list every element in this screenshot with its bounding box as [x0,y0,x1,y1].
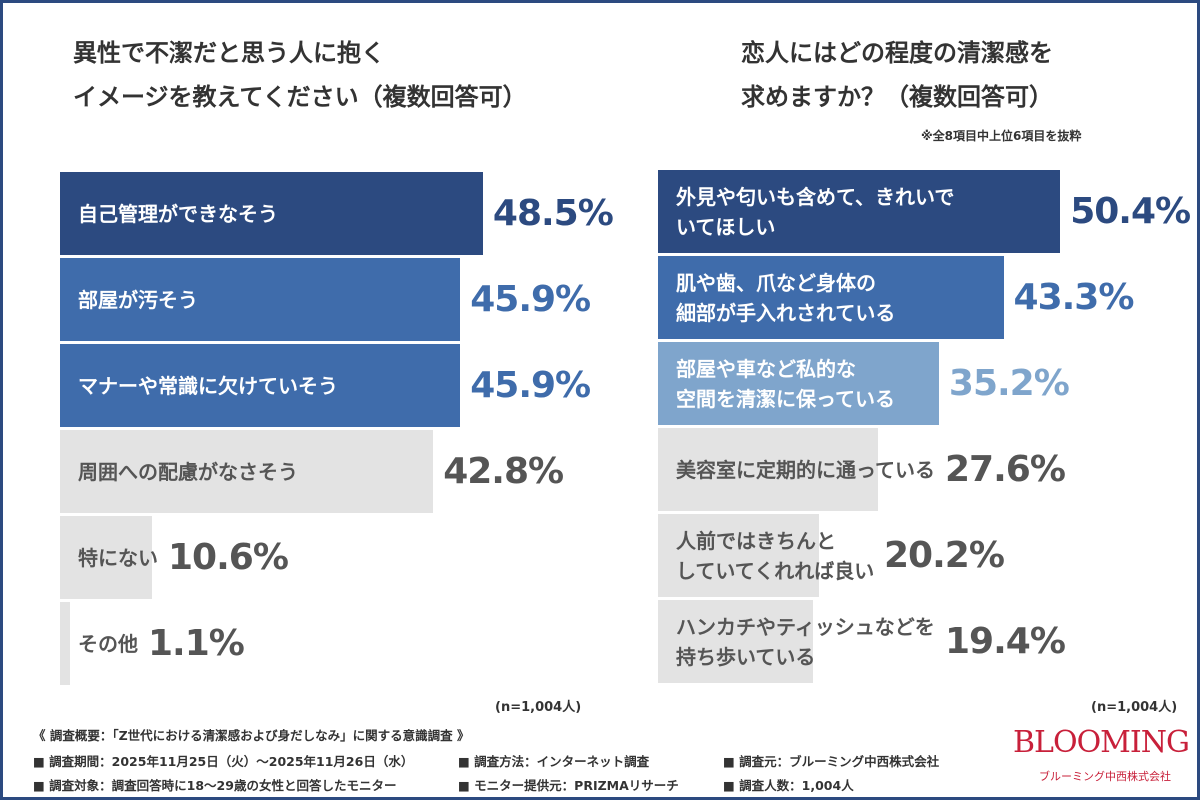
category-label: 美容室に定期的に通っている [676,457,935,482]
footer-item: ■ 調査期間：2025年11月25日（火）～2025年11月26日（水） [33,754,414,769]
value-label: 19.4% [945,621,1066,662]
category-label: 特にない [78,545,158,570]
bar [658,342,939,425]
bar [658,600,813,683]
bar [658,514,820,597]
footer-item: ■ 調査方法：インターネット調査 [458,754,650,769]
logo-company: ブルーミング中西株式会社 [1039,770,1171,783]
bar [60,258,461,341]
logo: BLOOMING [1013,725,1190,760]
sample-note: (n=1,004人) [1091,700,1178,715]
bar [60,516,153,599]
footer-item: ■ モニター提供元：PRIZMAリサーチ [458,778,679,793]
bar [658,428,879,511]
footer-item: ■ 調査対象：調査回答時に18～29歳の女性と回答したモニター [33,778,397,793]
category-label: 部屋が汚そう [78,287,198,312]
sample-note: (n=1,004人) [495,700,582,715]
value-label: 27.6% [945,449,1066,490]
value-label: 45.9% [470,279,591,320]
category-label: マナーや常識に欠けていそう [78,373,338,398]
bar [60,602,70,685]
footer-heading: 《 調査概要：「Z世代における清潔感および身だしなみ」に関する意識調査 》 [33,728,470,743]
value-label: 45.9% [470,365,591,406]
bar [658,256,1004,339]
chart-subtitle: ※全8項目中上位6項目を抜粋 [921,129,1082,143]
category-label: 外見や匂いも含めて、きれいで いてほしい [676,184,955,239]
category-label: 周囲への配慮がなさそう [78,459,298,484]
value-label: 20.2% [884,535,1005,576]
bar [60,344,461,427]
footer-item: ■ 調査元：ブルーミング中西株式会社 [723,754,940,769]
footer-item: ■ 調査人数：1,004人 [723,778,854,793]
category-label: 肌や歯、爪など身体の 細部が手入れされている [676,270,896,325]
value-label: 48.5% [492,193,614,234]
bar [658,170,1061,253]
value-label: 42.8% [443,451,564,492]
value-label: 35.2% [948,363,1070,404]
value-label: 10.6% [168,537,289,578]
category-label: 人前ではきちんと していてくれれば良い [676,528,875,583]
bar [60,430,434,513]
category-label: 部屋や車など私的な 空間を清潔に保っている [676,356,895,411]
chart-title: 異性で不潔だと思う人に抱く イメージを教えてください（複数回答可） [73,39,527,111]
category-label: その他 [78,631,138,656]
value-label: 1.1% [148,623,245,664]
chart-title: 恋人にはどの程度の清潔感を 求めますか？（複数回答可） [741,39,1053,111]
category-label: ハンカチやティッシュなどを 持ち歩いている [676,614,935,669]
value-label: 50.4% [1070,191,1191,232]
bar [60,172,483,255]
value-label: 43.3% [1013,277,1135,318]
category-label: 自己管理ができなそう [78,201,278,226]
